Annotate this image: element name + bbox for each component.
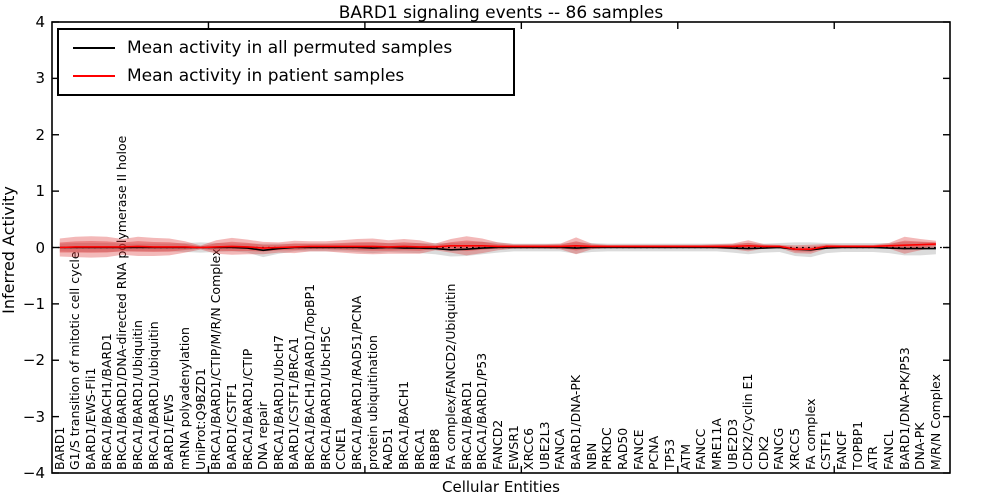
x-axis-label: Cellular Entities (442, 478, 560, 496)
legend-line-permuted (73, 47, 115, 49)
legend: Mean activity in all permuted samples Me… (57, 28, 515, 96)
y-tick-label: 3 (35, 69, 45, 88)
y-tick-label: 1 (35, 182, 45, 201)
y-tick-label: −3 (22, 407, 45, 426)
legend-label-patient: Mean activity in patient samples (127, 66, 405, 86)
y-tick-label: −2 (22, 351, 45, 370)
y-tick-label: 4 (35, 13, 45, 31)
y-tick-label: 2 (35, 125, 45, 144)
legend-label-permuted: Mean activity in all permuted samples (127, 38, 453, 58)
legend-item-permuted: Mean activity in all permuted samples (73, 38, 513, 58)
patient-mean-line (59, 243, 936, 250)
chart-title: BARD1 signaling events -- 86 samples (338, 3, 664, 23)
legend-item-patient: Mean activity in patient samples (73, 66, 513, 86)
y-tick-label: 0 (35, 238, 45, 257)
legend-line-patient (73, 75, 115, 77)
y-tick-label: −4 (22, 464, 45, 482)
y-tick-label: −1 (22, 294, 45, 313)
